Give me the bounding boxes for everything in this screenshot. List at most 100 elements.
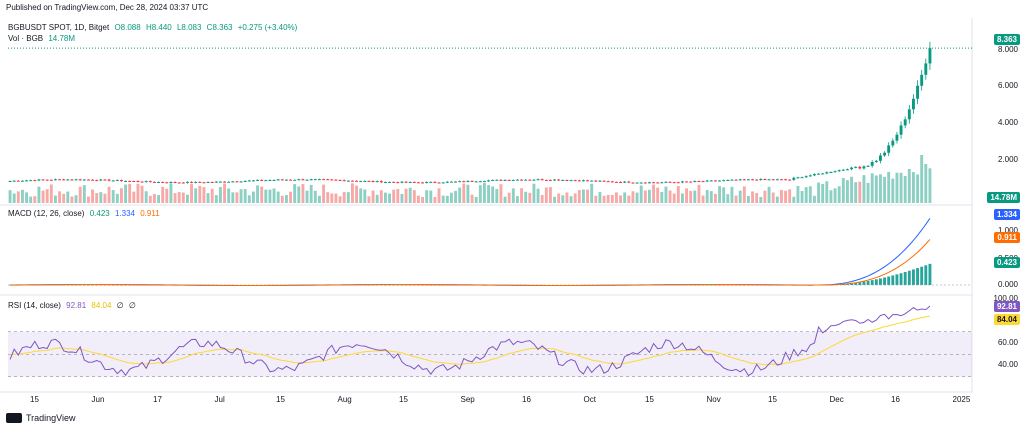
- macd-hist-bar: [887, 276, 891, 285]
- candle-body: [722, 180, 726, 182]
- candle-body: [280, 179, 284, 181]
- volume-bar: [722, 187, 726, 203]
- candle-body: [115, 180, 119, 182]
- candle-body: [70, 179, 74, 181]
- candle-body: [730, 179, 734, 181]
- volume-bar: [474, 196, 478, 203]
- volume-bar: [25, 192, 29, 203]
- volume-bar: [272, 188, 276, 203]
- candle-body: [437, 182, 441, 184]
- candle-body: [734, 179, 738, 181]
- candle-body: [367, 180, 371, 182]
- volume-bar: [111, 190, 115, 203]
- candle-body: [140, 181, 144, 183]
- candle-body: [833, 171, 837, 173]
- candle-body: [520, 179, 524, 181]
- candle-body: [128, 180, 132, 182]
- candle-body: [672, 182, 676, 184]
- macd-hist-bar: [70, 284, 74, 286]
- candle-body: [53, 179, 57, 181]
- rsi-extra-1: ∅: [116, 301, 124, 310]
- volume-bar: [206, 193, 210, 203]
- candle-body: [289, 179, 293, 181]
- volume-bar: [214, 195, 218, 203]
- volume-bar: [289, 191, 293, 203]
- volume-bar: [70, 196, 74, 203]
- volume-bar: [779, 190, 783, 203]
- candle-body: [709, 180, 713, 182]
- candle-body: [647, 182, 651, 184]
- macd-hist-bar: [911, 269, 915, 285]
- candle-body: [779, 179, 783, 181]
- candle-body: [169, 181, 173, 183]
- tradingview-logo-icon: [6, 413, 22, 423]
- macd-hist-bar: [903, 272, 907, 285]
- volume-bar: [623, 192, 627, 203]
- time-axis-tick: 17: [153, 395, 162, 404]
- volume-bar: [132, 191, 136, 203]
- volume-bar: [524, 191, 528, 203]
- volume-bar: [755, 193, 759, 203]
- volume-bar: [693, 190, 697, 203]
- volume-bar: [334, 193, 338, 203]
- volume-bar: [78, 186, 82, 203]
- candle-body: [235, 181, 239, 183]
- candle-body: [635, 182, 639, 184]
- candle-body: [474, 181, 478, 183]
- candle-body: [383, 182, 387, 184]
- rsi-badge: 92.81: [993, 301, 1020, 312]
- candle-body: [503, 179, 507, 181]
- candle-body: [392, 181, 396, 183]
- volume-bar: [350, 183, 354, 203]
- candle-body: [119, 180, 123, 182]
- candle-body: [536, 179, 540, 181]
- candle-body: [86, 179, 90, 181]
- volume-bar: [726, 194, 730, 203]
- volume-bar: [301, 184, 305, 203]
- volume-bar: [730, 186, 734, 203]
- candle-body: [309, 179, 313, 181]
- volume-bar: [408, 187, 412, 203]
- rsi-axis-tick: 40.00: [997, 360, 1018, 369]
- candle-body: [746, 179, 750, 181]
- candle-body: [41, 179, 45, 181]
- candle-body: [441, 182, 445, 184]
- candle-body: [268, 179, 272, 181]
- volume-bar: [293, 184, 297, 203]
- volume-bar: [536, 188, 540, 203]
- volume-bar: [20, 189, 24, 203]
- volume-bar: [305, 190, 309, 203]
- volume-bar: [198, 185, 202, 203]
- candle-body: [586, 180, 590, 182]
- candle-body: [623, 181, 627, 183]
- time-axis-tick: Nov: [706, 395, 721, 404]
- candle-body: [177, 182, 181, 184]
- time-axis-tick: Sep: [460, 395, 475, 404]
- candle-body: [705, 180, 709, 182]
- volume-bar: [685, 188, 689, 203]
- volume-bar: [91, 189, 95, 203]
- candle-body: [528, 179, 532, 181]
- volume-bar: [515, 196, 519, 203]
- volume-bar: [62, 193, 66, 203]
- candle-body: [689, 181, 693, 183]
- price-axis-tick: 8.000: [997, 45, 1018, 54]
- macd-hist-bar: [416, 285, 420, 286]
- volume-bar: [231, 192, 235, 203]
- candle-body: [899, 125, 903, 135]
- macd-hist-bar: [441, 285, 445, 286]
- candle-body: [25, 180, 29, 182]
- volume-bar: [821, 184, 825, 203]
- volume-bar: [95, 193, 99, 203]
- volume-bar: [804, 187, 808, 203]
- volume-bar: [45, 189, 49, 203]
- volume-bar: [157, 195, 161, 203]
- candle-body: [62, 179, 66, 181]
- volume-bar: [652, 184, 656, 203]
- volume-bar: [152, 194, 156, 203]
- volume-bar: [734, 195, 738, 203]
- volume-bar: [573, 193, 577, 203]
- volume-bar: [647, 189, 651, 203]
- volume-bar: [470, 194, 474, 203]
- macd-hist-bar: [713, 284, 717, 286]
